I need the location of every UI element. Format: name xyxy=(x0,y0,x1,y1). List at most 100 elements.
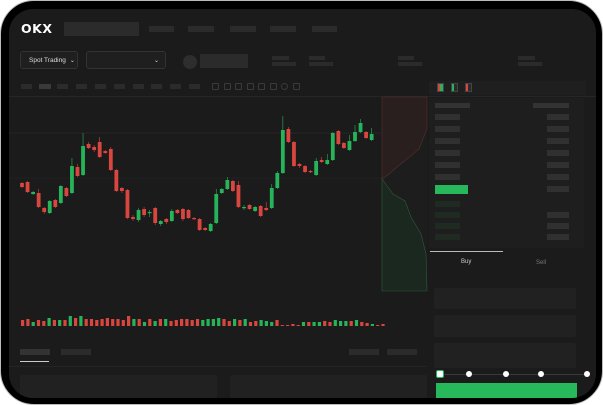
interval-button[interactable] xyxy=(21,84,32,89)
total-input[interactable] xyxy=(434,343,576,368)
ask-amount xyxy=(547,126,569,132)
interval-button[interactable] xyxy=(170,84,181,89)
app-screen: OKX Spot Trading ⌄ ⌄ Buy Sell xyxy=(9,9,596,398)
volume-bar xyxy=(323,321,327,326)
interval-button[interactable] xyxy=(39,84,51,89)
slider-stop-50[interactable] xyxy=(503,371,509,377)
interval-button[interactable] xyxy=(114,84,125,89)
volume-bar xyxy=(222,319,226,326)
nav-item[interactable] xyxy=(230,26,256,32)
ask-price xyxy=(435,126,460,132)
candle-body xyxy=(336,131,341,144)
stat-value xyxy=(309,62,333,66)
nav-item[interactable] xyxy=(188,26,214,32)
filter-button[interactable] xyxy=(349,349,379,355)
interval-button[interactable] xyxy=(133,84,144,89)
candle xyxy=(169,209,174,222)
slider-stop-75[interactable] xyxy=(538,371,544,377)
candle-body xyxy=(208,224,213,231)
interval-button[interactable] xyxy=(57,84,68,89)
amount-input[interactable] xyxy=(434,315,576,337)
amount-slider-track[interactable] xyxy=(440,374,588,375)
volume-bar xyxy=(116,319,120,326)
candle xyxy=(231,180,235,192)
candle-body xyxy=(158,221,163,224)
pair-dropdown[interactable]: ⌄ xyxy=(86,51,166,69)
last-price xyxy=(435,185,468,194)
nav-item[interactable] xyxy=(149,26,174,32)
volume-bar xyxy=(158,319,162,326)
settings-icon[interactable] xyxy=(281,83,288,90)
ask-price xyxy=(435,114,460,120)
candle-body xyxy=(81,146,85,175)
candle-body xyxy=(364,132,368,138)
volume-bar xyxy=(169,321,173,326)
camera-icon[interactable] xyxy=(269,83,277,90)
candle-body xyxy=(280,130,285,173)
candle-body xyxy=(225,180,230,189)
volume-bar xyxy=(211,319,215,326)
volume-bar xyxy=(264,321,268,326)
tab-sell[interactable]: Sell xyxy=(536,260,547,266)
interval-button[interactable] xyxy=(95,84,106,89)
interval-button[interactable] xyxy=(151,84,162,89)
search-bar[interactable] xyxy=(64,22,139,36)
slider-handle[interactable] xyxy=(436,370,444,378)
volume-bar xyxy=(291,324,295,326)
candle-body xyxy=(214,194,219,223)
candle-body xyxy=(64,188,69,196)
volume-bar xyxy=(95,320,99,326)
candle xyxy=(25,181,30,193)
candle xyxy=(242,205,246,210)
nav-item[interactable] xyxy=(312,26,337,32)
divider xyxy=(9,366,427,367)
candle-body xyxy=(36,193,41,207)
tab-buy[interactable]: Buy xyxy=(461,259,472,265)
volume-bar xyxy=(317,322,321,326)
volume-bar xyxy=(190,320,194,326)
orders-panel xyxy=(20,375,217,398)
slider-stop-25[interactable] xyxy=(466,371,472,377)
orderbook-header-price xyxy=(435,103,470,108)
candle-body xyxy=(219,189,224,193)
nav-item[interactable] xyxy=(270,26,296,32)
ruler-icon[interactable] xyxy=(258,83,265,90)
volume-bar xyxy=(280,325,284,326)
fullscreen-icon[interactable] xyxy=(292,83,300,90)
asks-view-icon[interactable] xyxy=(465,83,472,92)
candle-body xyxy=(247,205,252,209)
interval-button[interactable] xyxy=(189,84,200,89)
candle-body xyxy=(269,188,274,208)
bids-view-icon[interactable] xyxy=(451,83,458,92)
interval-button[interactable] xyxy=(76,84,87,89)
tab-open-orders[interactable] xyxy=(20,349,50,355)
candle xyxy=(125,189,130,219)
candle-body xyxy=(342,143,346,148)
filter-button[interactable] xyxy=(387,349,417,355)
bid-amount xyxy=(547,234,569,240)
indicator-icon[interactable] xyxy=(212,83,219,90)
slider-stop-100[interactable] xyxy=(584,371,590,377)
candle-body xyxy=(53,200,58,207)
volume-bar xyxy=(296,325,300,326)
ask-amount xyxy=(547,114,569,120)
volume-bar xyxy=(286,325,290,326)
volume-bar xyxy=(121,320,125,326)
tab-order-history[interactable] xyxy=(61,349,91,355)
volume-bar xyxy=(238,320,242,326)
price-chart[interactable] xyxy=(9,9,596,398)
candle-body xyxy=(330,133,335,160)
active-tab-indicator xyxy=(20,361,49,362)
buy-button[interactable] xyxy=(436,383,577,398)
candle-body xyxy=(347,141,352,150)
candle-body xyxy=(186,210,191,218)
line-icon[interactable] xyxy=(246,83,254,90)
candle-body xyxy=(253,207,257,211)
draw-icon[interactable] xyxy=(235,83,242,90)
market-type-dropdown[interactable]: Spot Trading ⌄ xyxy=(20,51,78,69)
chart-type-icon[interactable] xyxy=(223,83,231,90)
volume-bar xyxy=(148,319,152,326)
both-sides-view-icon[interactable] xyxy=(437,83,444,92)
price-input[interactable] xyxy=(434,288,576,309)
okx-logo[interactable]: OKX xyxy=(21,21,53,36)
